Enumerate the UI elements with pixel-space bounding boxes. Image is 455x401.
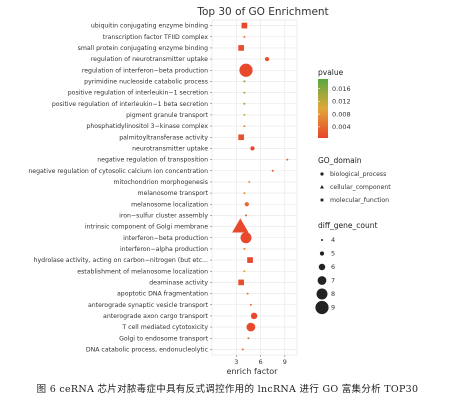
count-legend-label: 9 (331, 304, 335, 312)
y-tick-label: DNA catabolic process, endonucleolytic (86, 346, 209, 353)
y-tick-label: interferon−beta production (123, 235, 208, 242)
domain-legend-title: GO_domain (318, 156, 362, 165)
figure-caption: 图 6 ceRNA 芯片对脓毒症中具有反式调控作用的 lncRNA 进行 GO … (36, 384, 419, 395)
count-legend-label: 4 (331, 236, 335, 244)
data-point (244, 202, 249, 207)
domain-legend-label: biological_process (330, 171, 386, 178)
data-point (250, 146, 255, 151)
pvalue-legend-title: pvalue (318, 68, 344, 77)
y-tick-label: transcription factor TFIID complex (103, 34, 209, 41)
y-tick-label: Golgi to endosome transport (119, 335, 209, 342)
data-point (243, 270, 246, 273)
domain-legend-label: molecular_function (330, 197, 389, 204)
domain-legend-key (320, 172, 324, 176)
go-enrichment-chart: Top 30 of GO Enrichment ubiquitin conjug… (28, 6, 391, 376)
y-tick-label: palmitoyltransferase activity (119, 134, 208, 141)
data-point (246, 292, 249, 295)
count-legend-label: 6 (331, 263, 335, 271)
y-tick-label: establishment of melanosome localization (77, 268, 208, 275)
count-legend-key (315, 300, 329, 315)
y-tick-label: mitochondrion morphogenesis (114, 179, 208, 186)
y-tick-label: iron−sulfur cluster assembly (119, 212, 208, 219)
plot-area: ubiquitin conjugating enzyme binding tran… (28, 19, 298, 366)
y-tick-label: intrinsic component of Golgi membrane (85, 224, 208, 231)
x-tick-label: 3 (234, 358, 238, 366)
pvalue-tick-label: 0.008 (332, 110, 351, 118)
data-point (241, 22, 248, 29)
data-point (243, 124, 246, 127)
data-point (271, 169, 274, 172)
y-tick-label: anterograde axon cargo transport (103, 313, 209, 320)
data-point (246, 322, 256, 332)
count-legend-title: diff_gene_count (318, 221, 377, 230)
data-point (243, 102, 246, 105)
data-point (239, 63, 253, 77)
data-point (243, 91, 246, 94)
y-tick-label: small protein conjugating enzyme binding (78, 45, 208, 52)
data-point (245, 214, 247, 217)
y-tick-label: regulation of neurotransmitter uptake (91, 56, 208, 63)
y-tick-label: melanosome localization (131, 201, 208, 208)
y-tick-label: anterograde synaptic vesicle transport (88, 302, 209, 309)
y-tick-label: negative regulation of cytosolic calcium… (28, 168, 208, 175)
y-tick-label: phosphatidylinositol 3−kinase complex (86, 123, 208, 130)
legend: pvalue 0.016 0.012 0.008 0.004 GO_domainbiolo… (315, 68, 391, 315)
data-point (243, 192, 246, 195)
x-tick-label: 9 (283, 358, 287, 366)
x-tick-label: 6 (259, 358, 263, 366)
data-point (238, 45, 244, 51)
figure: Top 30 of GO Enrichment ubiquitin conjug… (28, 6, 418, 395)
pvalue-tick-label: 0.004 (332, 123, 351, 131)
count-legend-key (319, 251, 325, 256)
y-tick-label: positive regulation of interleukin−1 sec… (68, 90, 208, 97)
y-tick-label: negative regulation of transposition (97, 157, 208, 164)
pvalue-tick-label: 0.012 (332, 98, 351, 106)
y-tick-label: melanosome transport (138, 190, 209, 197)
count-legend-label: 5 (331, 250, 335, 258)
data-point (243, 247, 246, 250)
count-legend-key (321, 239, 323, 241)
data-point (248, 180, 251, 183)
data-point (243, 113, 246, 116)
data-point (247, 337, 250, 340)
chart-title: Top 30 of GO Enrichment (196, 6, 328, 18)
y-tick-label: hydrolase activity, acting on carbon−nit… (34, 257, 208, 264)
data-point (232, 218, 249, 233)
data-point (238, 279, 244, 286)
plot-panel (211, 19, 298, 356)
x-axis-label: enrich factor (227, 367, 279, 376)
data-point (243, 80, 246, 83)
data-point (249, 303, 252, 306)
domain-legend-key (320, 198, 324, 202)
data-point (247, 257, 253, 263)
domain-legend-key (320, 185, 324, 189)
data-point (286, 158, 289, 161)
data-point (243, 35, 246, 38)
y-tick-label: T cell mediated cytotoxicity (121, 324, 208, 331)
count-legend-key (317, 276, 327, 285)
y-tick-label: pyrimidine nucleoside catabolic process (84, 78, 208, 85)
y-tick-label: interferon−alpha production (120, 246, 208, 253)
count-legend-label: 7 (331, 277, 335, 285)
y-tick-label: deaminase activity (149, 279, 208, 286)
y-tick-label: neurotransmitter uptake (132, 145, 208, 152)
y-tick-label: apoptotic DNA fragmentation (117, 291, 208, 298)
pvalue-colorbar (318, 79, 328, 138)
data-point (264, 56, 270, 62)
count-legend-key (318, 263, 326, 271)
count-legend-key (316, 288, 328, 300)
y-tick-label: pigment granule transport (126, 112, 208, 119)
y-tick-label: ubiquitin conjugating enzyme binding (91, 23, 208, 30)
pvalue-tick-label: 0.016 (332, 85, 351, 93)
data-point (238, 134, 244, 141)
data-point (240, 232, 252, 244)
y-tick-label: regulation of interferon−beta production (82, 67, 208, 74)
data-point (241, 348, 244, 351)
domain-legend-label: cellular_component (330, 184, 391, 191)
y-tick-label: positive regulation of interleukin−1 bet… (52, 101, 208, 108)
count-legend-label: 8 (331, 290, 335, 298)
data-point (250, 312, 258, 320)
